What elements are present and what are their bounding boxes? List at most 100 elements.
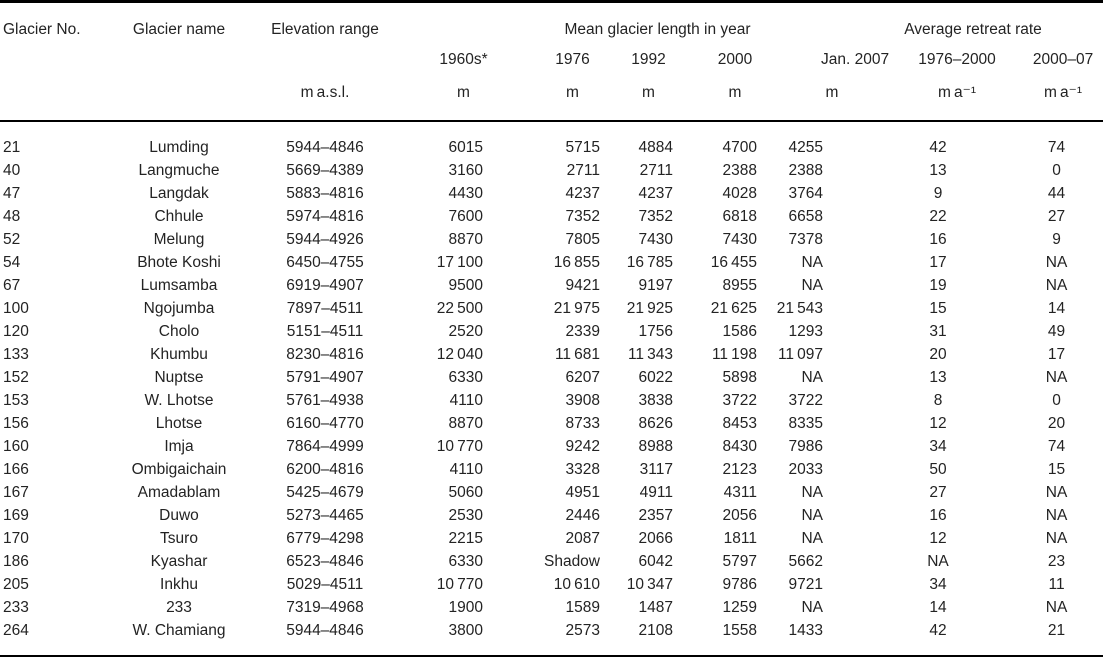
cell-length-1976: 1589 bbox=[565, 598, 600, 616]
cell-glacier-name: W. Chamiang bbox=[110, 619, 248, 657]
cell-length-1976: 6207 bbox=[565, 368, 600, 386]
header-row-units: m a.s.l. m m m m m m a⁻¹ m a⁻¹ bbox=[0, 76, 1103, 109]
cell-glacier-name: Inkhu bbox=[160, 575, 198, 593]
cell-length-1960s: 10 770 bbox=[436, 575, 483, 593]
cell-length-jan2007: 4255 bbox=[788, 138, 824, 156]
table-row: 186 Kyashar 6523–4846 6330 Shadow 6042 5797 566… bbox=[0, 550, 1103, 573]
unit-length-1992: m bbox=[642, 83, 655, 101]
cell-length-1960s: 6015 bbox=[448, 138, 483, 156]
cell-length-2000: 8430 bbox=[722, 437, 757, 455]
cell-length-1976: 2573 bbox=[495, 619, 612, 657]
cell-retreat-1976-2000: 15 bbox=[929, 299, 947, 317]
cell-elevation-range: 8230–4816 bbox=[286, 345, 364, 363]
cell-elevation-range: 5974–4816 bbox=[286, 207, 364, 225]
cell-length-1992: 10 347 bbox=[626, 575, 673, 593]
cell-length-1976: 2711 bbox=[566, 161, 600, 179]
header-rule bbox=[0, 109, 1103, 122]
table-row: 21 Lumding 5944–4846 6015 5715 4884 4700 4255 42… bbox=[0, 121, 1103, 159]
cell-length-1960s: 4110 bbox=[449, 391, 483, 409]
cell-elevation-range: 7864–4999 bbox=[286, 437, 364, 455]
cell-length-1960s: 17 100 bbox=[436, 253, 483, 271]
header-spacer bbox=[0, 76, 110, 109]
cell-glacier-no: 205 bbox=[3, 575, 29, 593]
cell-length-2000: 2123 bbox=[722, 460, 757, 478]
cell-retreat-2000-07: 11 bbox=[1048, 575, 1065, 593]
cell-retreat-1976-2000: 12 bbox=[929, 529, 947, 547]
cell-length-1992: 21 925 bbox=[626, 299, 673, 317]
unit-elevation: m a.s.l. bbox=[300, 83, 350, 101]
cell-length-jan2007: 21 543 bbox=[776, 299, 824, 317]
cell-length-1960s: 10 770 bbox=[436, 437, 483, 455]
cell-retreat-2000-07: 74 bbox=[1047, 437, 1066, 455]
cell-glacier-no: 120 bbox=[3, 322, 29, 340]
cell-glacier-no: 48 bbox=[3, 207, 21, 225]
table-row: 264 W. Chamiang 5944–4846 3800 2573 2108 1558 1… bbox=[0, 619, 1103, 657]
cell-length-jan2007: 5662 bbox=[788, 552, 824, 570]
cell-length-1960s: 8870 bbox=[448, 230, 483, 248]
cell-length-2000: 8955 bbox=[722, 276, 757, 294]
table-row: 47 Langdak 5883–4816 4430 4237 4237 4028 3764 9 4… bbox=[0, 182, 1103, 205]
cell-retreat-1976-2000: NA bbox=[927, 552, 949, 570]
cell-glacier-name: Lhotse bbox=[155, 414, 203, 432]
cell-glacier-no: 167 bbox=[3, 483, 29, 501]
cell-glacier-name: Tsuro bbox=[160, 529, 198, 547]
cell-glacier-name: W. Lhotse bbox=[144, 391, 214, 409]
cell-retreat-1976-2000: 42 bbox=[929, 138, 947, 156]
table-row: 153 W. Lhotse 5761–4938 4110 3908 3838 3722 372… bbox=[0, 389, 1103, 412]
cell-length-1960s: 12 040 bbox=[436, 345, 483, 363]
unit-retreat-1976-2000: m a⁻¹ bbox=[938, 84, 976, 101]
cell-length-2000: 3722 bbox=[722, 391, 757, 409]
cell-glacier-no: 40 bbox=[3, 161, 21, 179]
cell-retreat-2000-07: 0 bbox=[1052, 161, 1061, 179]
cell-length-1976: 8733 bbox=[565, 414, 600, 432]
unit-length-jan2007: m bbox=[825, 83, 839, 101]
table-row: 40 Langmuche 5669–4389 3160 2711 2711 2388 2388… bbox=[0, 159, 1103, 182]
cell-retreat-1976-2000: 31 bbox=[929, 322, 947, 340]
cell-glacier-no: 67 bbox=[3, 276, 21, 294]
header-glacier-name: Glacier name bbox=[132, 21, 226, 38]
cell-glacier-no: 170 bbox=[3, 529, 29, 547]
cell-elevation-range: 5425–4679 bbox=[286, 483, 364, 501]
table-row: 133 Khumbu 8230–4816 12 040 11 681 11 343 11 1… bbox=[0, 343, 1103, 366]
cell-length-1976: 10 610 bbox=[553, 575, 600, 593]
header-year-1976: 1976 bbox=[555, 50, 590, 68]
cell-retreat-1976-2000: 16 bbox=[929, 506, 947, 524]
cell-length-2000: 9786 bbox=[722, 575, 757, 593]
cell-elevation-range: 5791–4907 bbox=[286, 368, 364, 386]
cell-retreat-2000-07: 9 bbox=[1052, 230, 1061, 248]
header-glacier-no: Glacier No. bbox=[3, 21, 81, 38]
cell-length-2000: 5898 bbox=[722, 368, 757, 386]
cell-length-2000: 1259 bbox=[722, 598, 757, 616]
cell-length-jan2007: 9721 bbox=[788, 575, 824, 593]
header-row-years: 1960s* 1976 1992 2000 Jan. 2007 1976–200… bbox=[0, 43, 1103, 76]
cell-elevation-range: 5029–4511 bbox=[286, 575, 364, 593]
cell-length-1976: 2446 bbox=[565, 506, 600, 524]
cell-glacier-no: 47 bbox=[3, 184, 21, 202]
cell-elevation-range: 5944–4846 bbox=[248, 619, 402, 657]
cell-length-1992: 4884 bbox=[638, 138, 673, 156]
cell-length-1976: 4951 bbox=[565, 483, 600, 501]
cell-length-1960s: 4110 bbox=[449, 460, 483, 478]
table-row: 100 Ngojumba 7897–4511 22 500 21 975 21 925 21… bbox=[0, 297, 1103, 320]
table-row: 67 Lumsamba 6919–4907 9500 9421 9197 8955 NA 19 N… bbox=[0, 274, 1103, 297]
cell-length-1976: 9421 bbox=[565, 276, 600, 294]
cell-length-1960s: 8870 bbox=[448, 414, 483, 432]
cell-retreat-1976-2000: 50 bbox=[929, 460, 947, 478]
cell-length-2000: 1811 bbox=[723, 529, 757, 547]
header-spacer bbox=[0, 43, 110, 76]
header-length-group: Mean glacier length in year bbox=[564, 21, 751, 38]
cell-glacier-no: 52 bbox=[3, 230, 21, 248]
cell-length-1960s: 3160 bbox=[448, 161, 483, 179]
cell-length-2000: 2056 bbox=[722, 506, 757, 524]
cell-length-2000: 1586 bbox=[722, 322, 757, 340]
cell-elevation-range: 6919–4907 bbox=[286, 276, 364, 294]
header-retreat-group: Average retreat rate bbox=[904, 21, 1042, 38]
cell-glacier-no: 186 bbox=[3, 552, 29, 570]
table-row: 233 233 7319–4968 1900 1589 1487 1259 NA 14 NA bbox=[0, 596, 1103, 619]
cell-length-1992: 1756 bbox=[638, 322, 673, 340]
cell-length-1960s: 22 500 bbox=[436, 299, 483, 317]
unit-length-2000: m bbox=[728, 83, 742, 101]
cell-retreat-2000-07: 20 bbox=[1047, 414, 1066, 432]
cell-length-jan2007: 8335 bbox=[788, 414, 824, 432]
